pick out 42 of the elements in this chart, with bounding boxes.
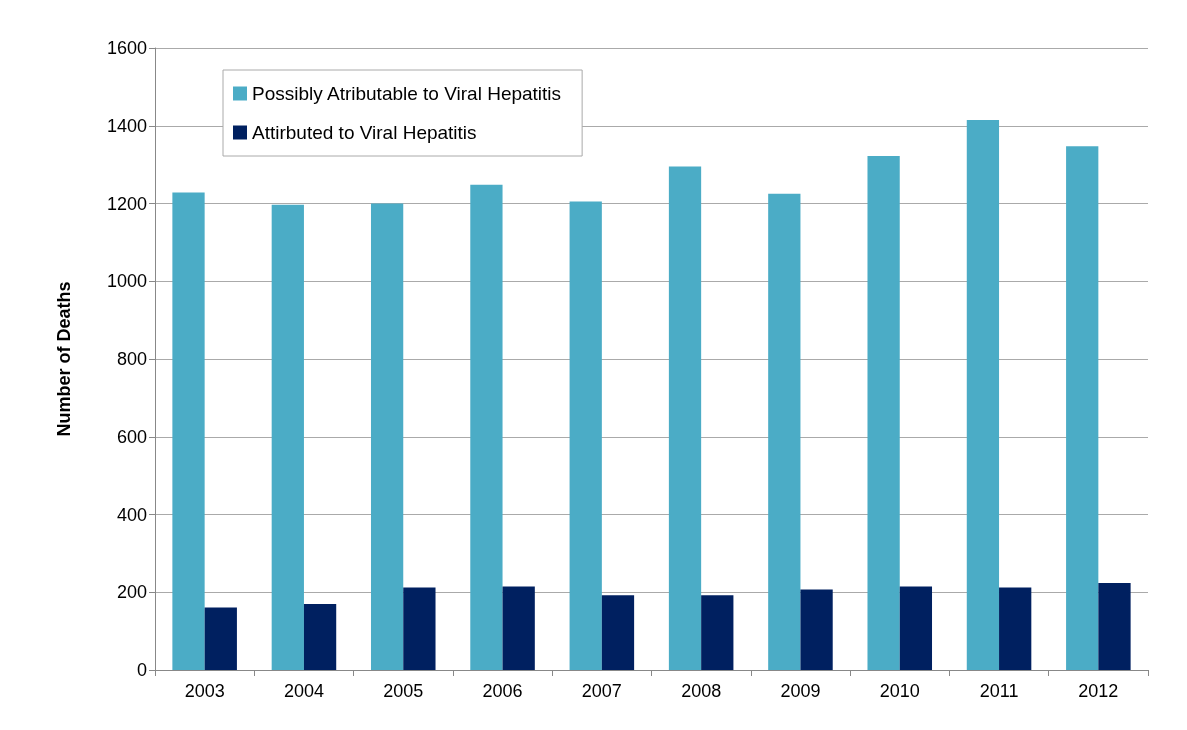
x-tick-label: 2003 xyxy=(184,681,225,701)
x-tick-label: 2012 xyxy=(1078,681,1119,701)
y-tick-label: 600 xyxy=(116,426,147,447)
y-tick-label: 1200 xyxy=(106,193,147,214)
bar xyxy=(303,603,337,670)
y-axis-title: Number of Deaths xyxy=(54,281,74,437)
bar xyxy=(966,119,1000,670)
bar xyxy=(1066,146,1099,670)
bar xyxy=(601,595,635,670)
legend-label: Attirbuted to Viral Hepatitis xyxy=(252,122,477,143)
y-tick-label: 200 xyxy=(116,582,147,603)
x-tick-label: 2008 xyxy=(681,681,722,701)
bar xyxy=(569,201,602,670)
y-tick-label: 0 xyxy=(136,660,147,680)
bar xyxy=(403,587,436,670)
bar xyxy=(204,607,237,670)
y-tick-label: 800 xyxy=(116,349,147,369)
bar xyxy=(899,586,933,670)
bar xyxy=(668,166,702,670)
legend-label: Possibly Atributable to Viral Hepatitis xyxy=(252,83,562,104)
x-tick-label: 2011 xyxy=(979,681,1019,701)
x-tick-label: 2009 xyxy=(780,681,821,701)
y-tick-label: 400 xyxy=(116,504,147,525)
x-tick-label: 2006 xyxy=(482,681,523,701)
x-tick-label: 2010 xyxy=(879,681,920,701)
y-tick-label: 1000 xyxy=(106,271,147,292)
bar xyxy=(271,204,304,670)
bar xyxy=(867,156,900,670)
bar xyxy=(999,587,1032,670)
x-tick-label: 2004 xyxy=(283,681,324,701)
y-tick-label: 1600 xyxy=(106,38,147,58)
bar xyxy=(800,589,833,670)
bar xyxy=(370,203,404,670)
bar xyxy=(1098,582,1131,670)
bar xyxy=(768,193,801,670)
x-tick-label: 2005 xyxy=(383,681,424,701)
bar xyxy=(701,595,734,670)
bar xyxy=(502,586,535,670)
y-tick-label: 1400 xyxy=(106,115,147,136)
bar xyxy=(172,192,205,670)
bar xyxy=(470,184,503,670)
x-tick-label: 2007 xyxy=(581,681,622,701)
